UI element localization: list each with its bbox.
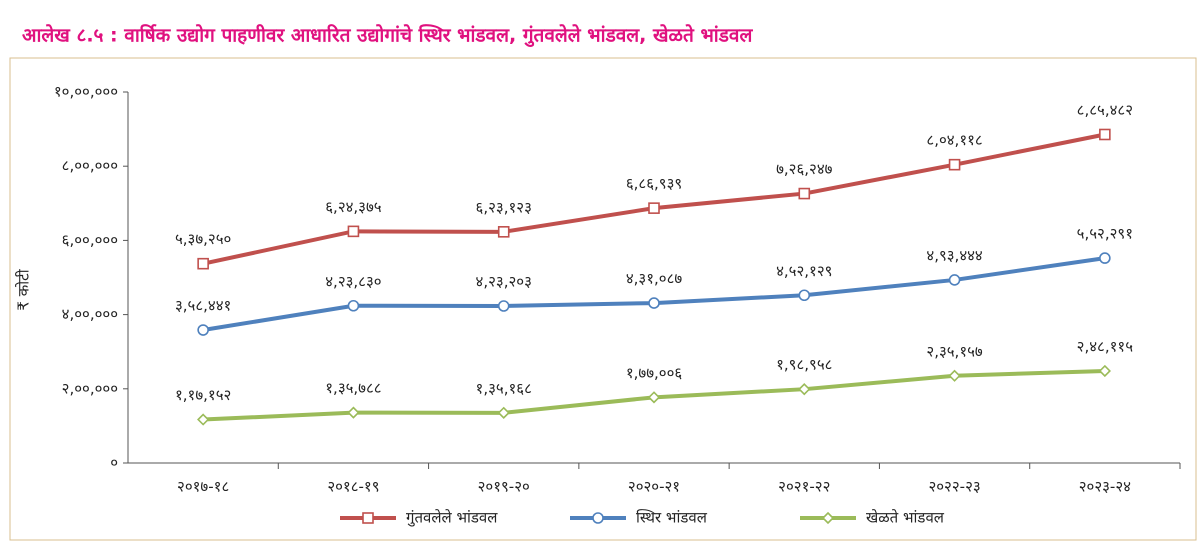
legend-marker xyxy=(362,512,374,524)
y-tick-label: ६,००,००० xyxy=(62,231,118,249)
data-label: ६,२३,१२३ xyxy=(476,198,532,216)
data-point xyxy=(948,158,961,171)
data-label: १,३५,७८८ xyxy=(325,379,381,397)
y-tick-label: ४,००,००० xyxy=(62,305,118,323)
data-point xyxy=(347,225,360,238)
y-tick-label: ८,००,००० xyxy=(62,157,118,175)
data-label: १,३५,१६८ xyxy=(476,379,532,397)
data-label: २,३५,१५७ xyxy=(926,342,983,360)
legend-label: गुंतवलेले भांडवल xyxy=(406,509,498,528)
data-point xyxy=(798,289,811,302)
data-label: १,१७,१५२ xyxy=(175,386,231,404)
legend-label: स्थिर भांडवल xyxy=(636,509,708,527)
legend-label: खेळते भांडवल xyxy=(866,509,945,527)
data-point xyxy=(948,274,961,286)
data-label: ५,३७,२५० xyxy=(175,230,231,248)
y-axis-label: ₹ कोटी xyxy=(15,268,33,310)
y-tick-label: १०,००,००० xyxy=(54,83,118,101)
data-point xyxy=(648,202,660,214)
data-point xyxy=(948,369,961,382)
legend-marker xyxy=(821,511,835,525)
data-label: ७,२६,२४७ xyxy=(776,160,833,178)
data-point xyxy=(798,383,811,396)
data-point xyxy=(1099,128,1111,141)
data-point xyxy=(497,226,510,238)
data-point xyxy=(497,300,510,312)
data-point xyxy=(197,257,209,270)
y-tick-label: २,००,००० xyxy=(62,379,118,397)
data-point xyxy=(197,324,209,336)
data-label: ४,९३,४४४ xyxy=(926,246,983,264)
data-label: ६,२४,३७५ xyxy=(325,198,382,216)
data-label: २,४८,११५ xyxy=(1077,337,1134,355)
data-label: ४,३१,०८७ xyxy=(626,270,683,288)
data-label: १,७७,००६ xyxy=(626,364,683,382)
data-point xyxy=(1098,364,1111,378)
x-tick-label: २०२०-२१ xyxy=(628,478,680,496)
data-point xyxy=(197,413,210,426)
data-label: ४,२३,२०३ xyxy=(476,272,532,290)
data-point xyxy=(648,297,660,309)
data-point xyxy=(347,406,360,419)
data-label: ५,५२,२९१ xyxy=(1077,225,1133,243)
x-tick-label: २०१७-१८ xyxy=(177,478,229,496)
x-tick-label: २०२१-२२ xyxy=(778,478,830,496)
data-label: ८,०४,११८ xyxy=(926,131,982,149)
x-tick-label: २०२२-२३ xyxy=(928,478,980,496)
x-tick-label: २०२३-२४ xyxy=(1079,478,1131,496)
chart-title: आलेख ८.५ : वार्षिक उद्योग पाहणीवर आधारित… xyxy=(22,24,753,48)
legend-marker xyxy=(592,512,604,524)
chart-frame xyxy=(9,57,1197,541)
data-point xyxy=(1099,252,1111,264)
x-tick-label: २०१९-२० xyxy=(478,478,530,496)
data-label: ६,८६,९३९ xyxy=(626,175,682,193)
data-label: ४,५२,१२९ xyxy=(776,262,832,280)
data-label: ३,५८,४४१ xyxy=(175,297,231,315)
data-label: ४,२३,८३० xyxy=(325,272,381,290)
data-label: ८,८५,४८२ xyxy=(1077,101,1133,119)
x-tick-label: २०१८-१९ xyxy=(327,478,379,496)
data-point xyxy=(497,406,510,419)
data-point xyxy=(798,187,811,200)
data-point xyxy=(647,391,661,404)
data-label: १,९८,९५८ xyxy=(776,356,832,374)
y-tick-label: ० xyxy=(110,454,118,472)
data-point xyxy=(347,299,360,312)
